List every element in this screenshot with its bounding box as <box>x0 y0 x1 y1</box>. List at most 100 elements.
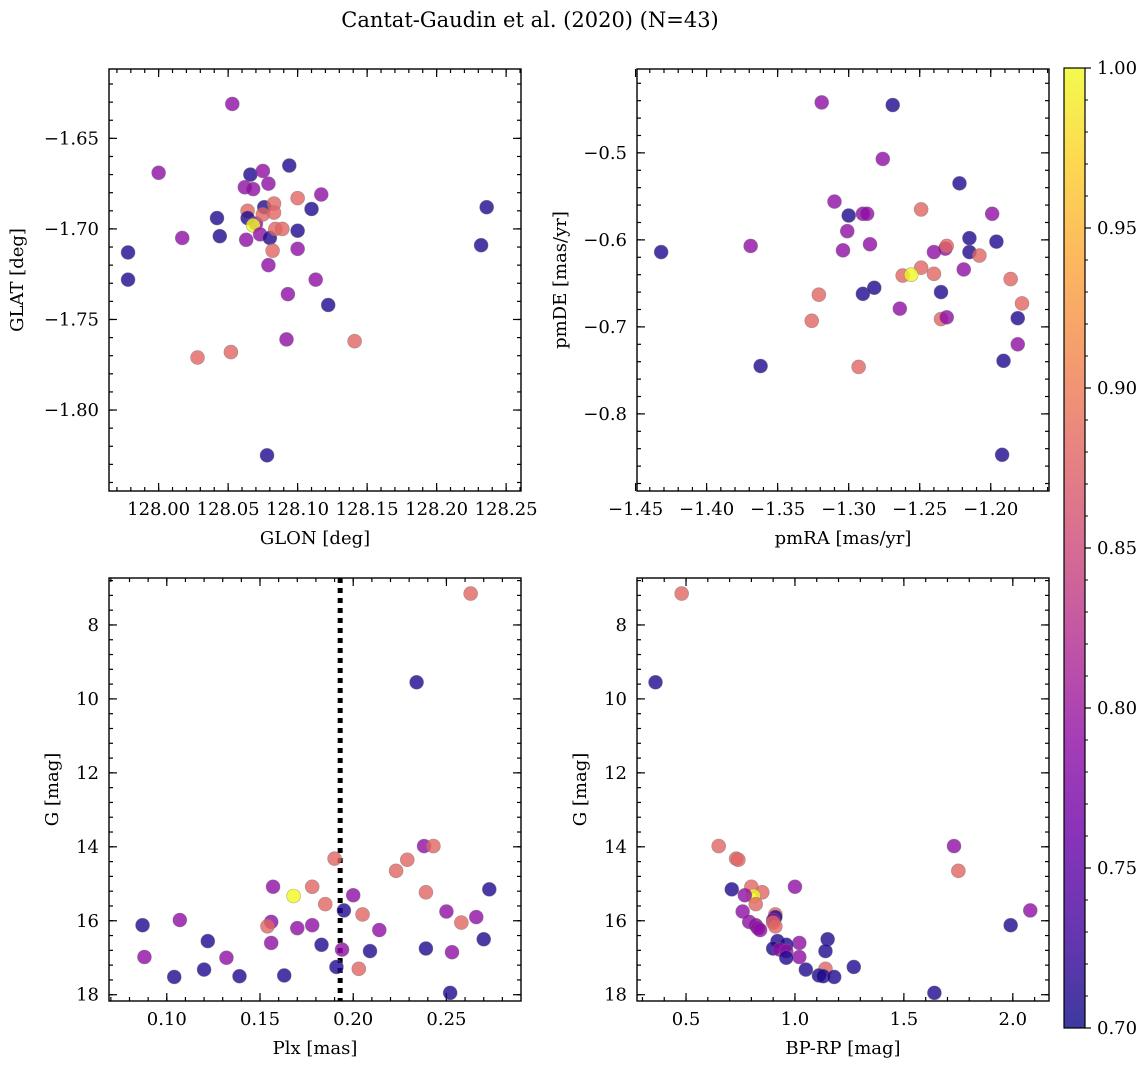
panel-proper-motion: −1.45 −1.40 −1.35 −1.30 −1.25 −1.20 −0.8 −0.7 −0… <box>550 68 1050 549</box>
figure-title: Cantat-Gaudin et al. (2020) (N=43) <box>341 8 719 32</box>
scatter-point <box>304 879 320 895</box>
scatter-point <box>748 896 764 912</box>
y-tick-label: 8 <box>88 615 99 636</box>
scatter-point <box>814 95 829 110</box>
scatter-point <box>439 904 454 919</box>
scatter-point <box>265 243 280 258</box>
scatter-point <box>304 201 319 217</box>
scatter-point <box>172 912 188 928</box>
scatter-point <box>281 158 297 173</box>
y-tick-label: −1.70 <box>44 219 99 240</box>
scatter-point <box>463 586 478 601</box>
axes-frame <box>636 68 1050 492</box>
x-tick-label: 128.15 <box>336 499 399 520</box>
y-tick-label: −0.8 <box>583 404 627 425</box>
scatter-point <box>200 933 216 949</box>
x-tick-label: 1.0 <box>781 1009 810 1030</box>
x-tick-label: 0.25 <box>426 1009 466 1030</box>
scatter-point <box>255 163 271 179</box>
x-axis-label: GLON [deg] <box>260 528 370 549</box>
scatter-point <box>137 949 152 965</box>
scatter-point <box>290 223 305 239</box>
scatter-point <box>261 176 276 191</box>
colorbar-tick-label: 0.95 <box>1097 218 1137 239</box>
scatter-point <box>724 882 740 897</box>
scatter-point <box>753 358 768 374</box>
y-tick-label: 16 <box>604 911 627 932</box>
scatter-point <box>1014 296 1030 311</box>
scatter-point <box>174 230 190 246</box>
scatter-point <box>818 943 833 959</box>
scatter-point <box>851 359 866 375</box>
colorbar-tick-label: 0.75 <box>1097 858 1137 879</box>
y-tick-label: −0.7 <box>583 317 627 338</box>
scatter-point <box>862 236 878 252</box>
scatter-point <box>972 248 987 263</box>
scatter-point <box>804 313 820 329</box>
scatter-point <box>875 151 891 167</box>
y-tick-label: 10 <box>604 689 627 710</box>
axes-frame <box>108 577 522 1002</box>
x-axis-label: Plx [mas] <box>273 1038 358 1059</box>
scatter-point <box>476 931 492 947</box>
x-axis-label: pmRA [mas/yr] <box>775 528 912 549</box>
x-tick-label: 2.0 <box>999 1009 1028 1030</box>
colorbar-tick-label: 0.85 <box>1097 538 1137 559</box>
scatter-point <box>304 917 320 933</box>
scatter-points <box>135 586 497 1001</box>
scatter-point <box>313 187 329 202</box>
scatter-point <box>479 199 494 215</box>
scatter-point <box>798 962 814 977</box>
scatter-point <box>388 863 404 879</box>
scatter-point <box>962 230 977 246</box>
scatter-point <box>939 238 955 254</box>
x-tick-label: 128.20 <box>405 499 468 520</box>
scatter-point <box>826 969 842 985</box>
scatter-point <box>314 937 329 953</box>
scatter-point <box>209 210 225 226</box>
scatter-point <box>308 272 323 287</box>
scatter-point <box>212 228 228 244</box>
scatter-point <box>737 887 753 903</box>
scatter-point <box>399 852 415 868</box>
scatter-point <box>468 909 484 925</box>
scatter-point <box>276 968 292 983</box>
scatter-point <box>347 333 362 349</box>
scatter-point <box>752 922 768 938</box>
scatter-point <box>166 969 182 985</box>
scatter-point <box>372 922 387 938</box>
x-tick-label: −1.40 <box>679 499 734 520</box>
scatter-point <box>290 241 305 257</box>
scatter-point <box>286 888 301 904</box>
x-tick-label: −1.25 <box>892 499 947 520</box>
scatter-point <box>409 674 424 690</box>
colorbar-tick-label: 0.70 <box>1097 1018 1137 1039</box>
scatter-point <box>841 208 856 223</box>
scatter-points <box>120 96 494 463</box>
scatter-point <box>120 272 136 287</box>
scatter-point <box>355 907 370 922</box>
scatter-point <box>120 245 136 260</box>
scatter-point <box>329 959 344 975</box>
scatter-point <box>289 920 305 936</box>
scatter-point <box>135 917 150 933</box>
scatter-point <box>1022 903 1038 918</box>
scatter-point <box>984 206 1000 222</box>
scatter-point <box>956 262 972 277</box>
scatter-point <box>275 221 290 237</box>
scatter-point <box>418 884 434 900</box>
scatter-point <box>866 280 882 296</box>
y-tick-label: 10 <box>76 689 99 710</box>
colorbar: 0.70 0.75 0.80 0.85 0.90 0.95 1.00 <box>1063 58 1137 1039</box>
panel-galactic-coordinates: 128.00 128.05 128.10 128.15 128.20 128.25 −1.8… <box>7 68 538 549</box>
scatter-point <box>261 257 276 273</box>
scatter-point <box>290 190 305 206</box>
scatter-point <box>327 851 342 866</box>
scatter-point <box>1003 271 1018 287</box>
scatter-point <box>265 879 281 895</box>
x-tick-label: 0.10 <box>147 1009 187 1030</box>
scatter-point <box>223 344 239 360</box>
scatter-point <box>792 935 807 951</box>
y-tick-label: 12 <box>76 763 99 784</box>
y-axis-label: pmDE [mas/yr] <box>550 211 571 349</box>
